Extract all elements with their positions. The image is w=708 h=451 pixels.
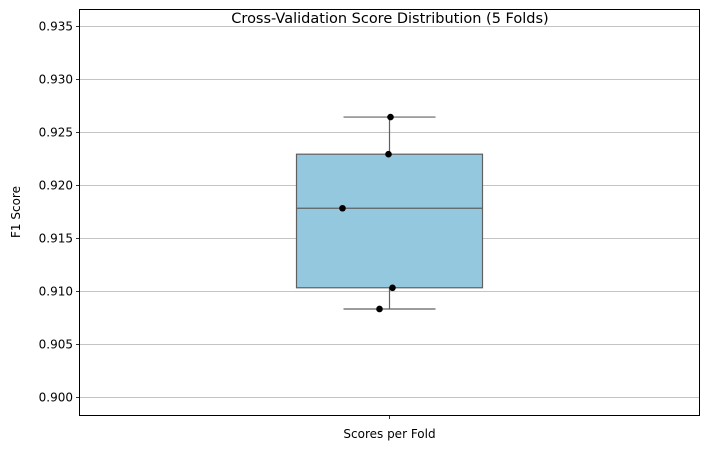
chart-title: Cross-Validation Score Distribution (5 F… [231, 11, 548, 27]
y-tick-label: 0.910 [39, 285, 73, 299]
plot-frame [79, 9, 700, 416]
y-tick-label: 0.930 [39, 73, 73, 87]
y-tick-label: 0.920 [39, 179, 73, 193]
y-tick-label: 0.915 [39, 232, 73, 246]
fold-point [389, 284, 396, 292]
fold-point [385, 150, 392, 158]
box-group [295, 116, 484, 310]
y-tick-label: 0.900 [39, 391, 73, 405]
fold-point [387, 113, 394, 121]
y-axis-label: F1 Score [9, 186, 23, 238]
x-tick-label: Scores per Fold [343, 427, 435, 441]
y-axis: 0.900 0.905 0.910 0.915 0.920 0.925 0.930 0.935 [39, 20, 80, 405]
fold-point [339, 204, 346, 212]
y-tick-label: 0.905 [39, 338, 73, 352]
fold-point [376, 305, 383, 313]
x-axis: Scores per Fold [343, 415, 436, 441]
fold-points [339, 113, 396, 313]
y-tick-label: 0.935 [39, 20, 73, 34]
interquartile-box [295, 153, 484, 289]
y-tick-label: 0.925 [39, 126, 73, 140]
